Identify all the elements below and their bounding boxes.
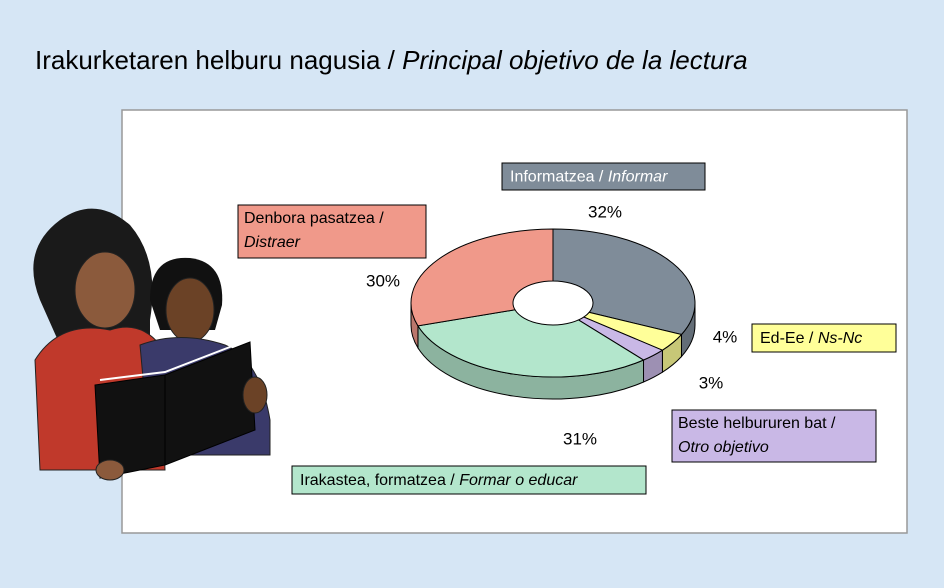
- category-label-es: Informar: [608, 169, 668, 186]
- category-label-eu: Irakastea, formatzea /: [300, 472, 455, 489]
- category-label: Ed-Ee / Ns-Nc: [760, 330, 862, 347]
- value-label: 32%: [588, 202, 622, 221]
- category-label: Beste helbururen bat /: [678, 415, 836, 432]
- category-label-es: Formar o educar: [459, 472, 578, 489]
- value-label: 3%: [699, 373, 724, 392]
- title-italic: Principal objetivo de la lectura: [402, 45, 747, 75]
- category-label-es: Otro objetivo: [678, 439, 769, 456]
- category-label-eu: Ed-Ee /: [760, 330, 814, 347]
- page: {"chart_data": {"type": "donut3d", "titl…: [0, 0, 944, 588]
- category-label: Irakastea, formatzea / Formar o educar: [300, 472, 578, 489]
- value-label: 4%: [713, 327, 738, 346]
- chart-title: Irakurketaren helburu nagusia / Principa…: [35, 45, 748, 75]
- chart: Irakurketaren helburu nagusia / Principa…: [0, 0, 944, 588]
- value-label: 30%: [366, 271, 400, 290]
- category-label-es: Distraer: [244, 234, 301, 251]
- title-main: Irakurketaren helburu nagusia /: [35, 45, 396, 75]
- category-label: Denbora pasatzea /: [244, 210, 384, 227]
- category-label-eu: Informatzea /: [510, 169, 604, 186]
- value-label: 31%: [563, 429, 597, 448]
- category-label: Informatzea / Informar: [510, 169, 668, 186]
- category-label-es: Ns-Nc: [818, 330, 862, 347]
